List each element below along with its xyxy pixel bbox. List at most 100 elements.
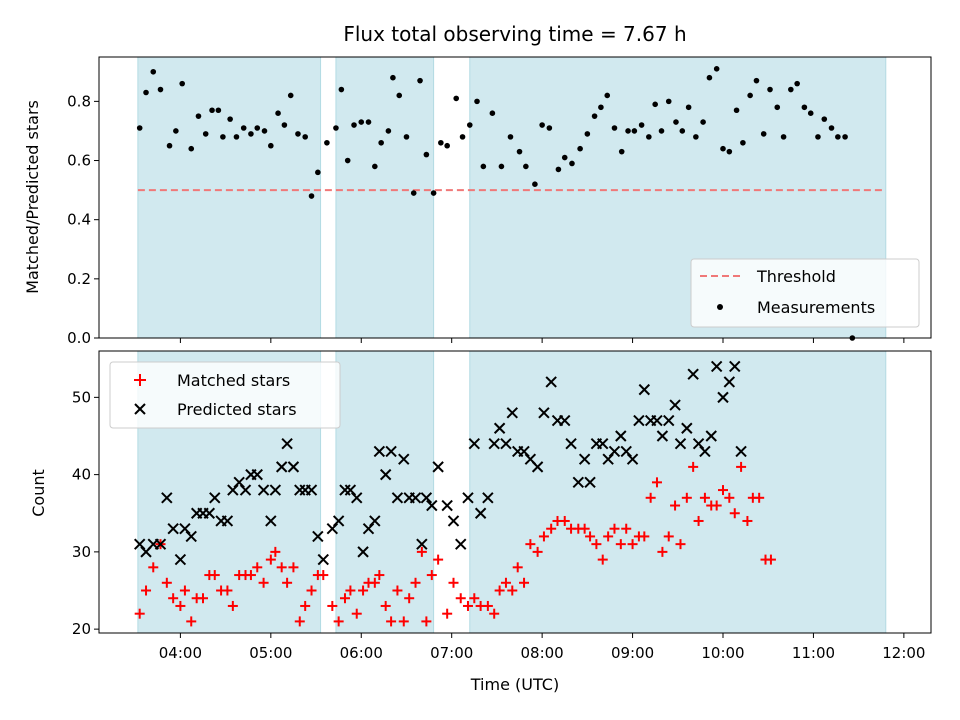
predicted-star-point (687, 368, 699, 380)
y-tick-label: 50 (72, 388, 91, 406)
bottom-y-ticks: 20 30 40 50 (72, 388, 99, 638)
x-tick-label: 08:00 (521, 644, 564, 662)
x-tick-label: 09:00 (611, 644, 654, 662)
matched-star-point (265, 554, 276, 565)
matched-star-point (609, 523, 620, 534)
matched-star-point (519, 577, 530, 588)
matched-star-point (675, 539, 686, 550)
measurement-point (801, 104, 808, 111)
matched-star-point (179, 585, 190, 596)
measurement-point (658, 128, 665, 134)
measurement-point (611, 125, 618, 131)
matched-star-point (426, 570, 437, 581)
matched-star-point (525, 539, 536, 550)
measurement-point (516, 148, 523, 155)
matched-star-point (351, 608, 362, 619)
measurement-point (358, 119, 365, 125)
predicted-star-point (531, 461, 544, 473)
measurement-point (774, 104, 781, 111)
bottom-axes-frame (98, 350, 932, 634)
measurement-point (507, 134, 514, 140)
measurement-point (828, 125, 835, 131)
matched-star-point (736, 461, 747, 472)
measurement-point (372, 163, 378, 170)
matched-star-point (282, 577, 293, 588)
predicted-star-point (221, 515, 234, 527)
matched-star-point (300, 600, 311, 611)
measurement-point (546, 125, 553, 131)
measurement-point (618, 148, 625, 155)
top-measurement-points (136, 66, 856, 341)
matched-star-point (729, 508, 740, 519)
top-x-ticks (179, 338, 905, 343)
y-tick-label: 30 (72, 543, 91, 561)
matched-star-point (512, 562, 523, 573)
predicted-star-point (462, 492, 474, 504)
matched-star-point (538, 531, 549, 542)
matched-star-point (327, 600, 338, 611)
matched-star-point (209, 570, 220, 581)
matched-star-point (252, 562, 263, 573)
predicted-star-point (174, 553, 187, 566)
measurement-point (794, 80, 800, 87)
matched-star-point (603, 531, 614, 542)
measurement-point (215, 107, 222, 114)
predicted-star-point (699, 445, 711, 458)
y-tick-label: 20 (72, 620, 91, 638)
matched-star-point (699, 492, 710, 503)
predicted-star-point (447, 515, 460, 527)
predicted-star-point (239, 484, 252, 496)
matched-star-point (711, 500, 722, 511)
predicted-star-point (409, 492, 422, 504)
predicted-star-point (385, 445, 397, 458)
measurement-point (315, 169, 321, 176)
y-tick-label: 0.8 (67, 92, 91, 110)
matched-star-point (276, 562, 287, 573)
predicted-star-point (663, 414, 675, 427)
matched-star-point (345, 585, 356, 596)
measurement-point (652, 101, 658, 108)
legend-predicted-label: Predicted stars (177, 400, 297, 419)
matched-star-point (168, 593, 179, 604)
matched-star-point (693, 515, 704, 526)
matched-star-point (227, 600, 238, 611)
predicted-star-point (420, 492, 433, 504)
measurement-point (747, 92, 753, 99)
matched-star-point (369, 577, 380, 588)
measurement-point (295, 131, 301, 137)
measurement-point (220, 134, 226, 140)
measurement-point (453, 95, 460, 102)
matched-star-point (546, 523, 557, 534)
predicted-star-point (357, 546, 369, 558)
matched-star-point (306, 585, 317, 596)
measurement-point (679, 128, 686, 134)
predicted-star-point (538, 407, 550, 419)
legend-threshold-label: Threshold (756, 267, 836, 286)
measurement-point (417, 77, 423, 84)
measurement-point (188, 145, 195, 152)
chart-title: Flux total observing time = 7.67 h (343, 22, 686, 46)
x-tick-label: 05:00 (249, 644, 292, 662)
matched-star-point (507, 585, 518, 596)
measurement-point (591, 113, 598, 119)
predicted-star-point (455, 538, 467, 550)
measurement-point (344, 157, 351, 164)
measurement-point (569, 160, 575, 167)
matched-star-point (651, 477, 662, 488)
predicted-star-point (584, 476, 596, 489)
measurement-point (410, 190, 417, 196)
x-tick-label: 04:00 (159, 644, 202, 662)
matched-star-point (258, 577, 269, 588)
matched-star-point (410, 577, 421, 588)
predicted-star-point (369, 515, 381, 527)
predicted-star-point (468, 438, 481, 450)
matched-star-point (500, 577, 511, 588)
matched-star-point (681, 492, 692, 503)
measurement-point (179, 80, 185, 87)
matched-star-point (398, 616, 409, 627)
measurement-point (498, 163, 505, 170)
matched-star-point (294, 616, 305, 627)
measurement-point (740, 139, 746, 146)
matched-star-point (386, 616, 397, 627)
measurement-point (150, 68, 157, 75)
